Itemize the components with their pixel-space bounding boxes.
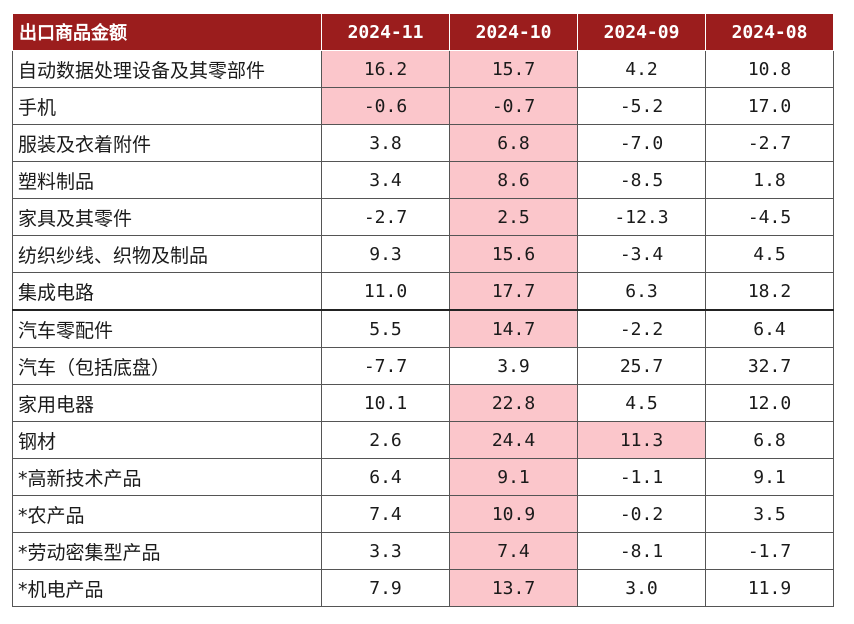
table-row: 汽车（包括底盘） -7.7 3.9 25.7 32.7: [12, 347, 834, 385]
value-cell: -0.2: [577, 495, 706, 533]
value-cell: 3.4: [321, 161, 450, 199]
value-cell: -2.7: [705, 124, 834, 162]
table-row: *劳动密集型产品 3.3 7.4 -8.1 -1.7: [12, 532, 834, 570]
value-cell: 3.8: [321, 124, 450, 162]
row-label: 钢材: [12, 421, 322, 459]
value-cell: 13.7: [449, 569, 578, 607]
row-label: *高新技术产品: [12, 458, 322, 496]
value-cell: -1.7: [705, 532, 834, 570]
column-header: 2024-08: [705, 13, 834, 51]
header-row: 出口商品金额 2024-11 2024-10 2024-09 2024-08: [12, 13, 834, 51]
table-row: 汽车零配件 5.5 14.7 -2.2 6.4: [12, 309, 834, 348]
value-cell: 7.9: [321, 569, 450, 607]
row-label: 塑料制品: [12, 161, 322, 199]
table-row: 集成电路 11.0 17.7 6.3 18.2: [12, 272, 834, 311]
value-cell: 6.4: [321, 458, 450, 496]
table-row: 钢材 2.6 24.4 11.3 6.8: [12, 421, 834, 459]
value-cell: 17.7: [449, 272, 578, 311]
row-label: 服装及衣着附件: [12, 124, 322, 162]
value-cell: 11.9: [705, 569, 834, 607]
value-cell: -0.6: [321, 87, 450, 125]
value-cell: 11.3: [577, 421, 706, 459]
table-row: 纺织纱线、织物及制品 9.3 15.6 -3.4 4.5: [12, 235, 834, 273]
table-body: 自动数据处理设备及其零部件 16.2 15.7 4.2 10.8 手机 -0.6 -0.7 -5…: [12, 50, 834, 607]
value-cell: 1.8: [705, 161, 834, 199]
value-cell: 22.8: [449, 384, 578, 422]
value-cell: 2.6: [321, 421, 450, 459]
value-cell: 24.4: [449, 421, 578, 459]
value-cell: 2.5: [449, 198, 578, 236]
row-label: *机电产品: [12, 569, 322, 607]
table-row: *机电产品 7.9 13.7 3.0 11.9: [12, 569, 834, 607]
row-label: 家用电器: [12, 384, 322, 422]
row-label: 纺织纱线、织物及制品: [12, 235, 322, 273]
value-cell: 25.7: [577, 347, 706, 385]
table-row: 服装及衣着附件 3.8 6.8 -7.0 -2.7: [12, 124, 834, 162]
value-cell: -3.4: [577, 235, 706, 273]
value-cell: -2.2: [577, 309, 706, 348]
value-cell: 10.8: [705, 50, 834, 88]
value-cell: 10.1: [321, 384, 450, 422]
value-cell: 3.0: [577, 569, 706, 607]
value-cell: 11.0: [321, 272, 450, 311]
column-header: 2024-11: [321, 13, 450, 51]
value-cell: 12.0: [705, 384, 834, 422]
value-cell: 4.2: [577, 50, 706, 88]
value-cell: -12.3: [577, 198, 706, 236]
value-cell: 7.4: [449, 532, 578, 570]
header-label: 出口商品金额: [12, 13, 322, 51]
table-row: 家用电器 10.1 22.8 4.5 12.0: [12, 384, 834, 422]
value-cell: 16.2: [321, 50, 450, 88]
value-cell: 9.1: [705, 458, 834, 496]
value-cell: 3.3: [321, 532, 450, 570]
column-header: 2024-09: [577, 13, 706, 51]
value-cell: 6.8: [449, 124, 578, 162]
value-cell: 6.4: [705, 309, 834, 348]
value-cell: 4.5: [705, 235, 834, 273]
value-cell: -4.5: [705, 198, 834, 236]
value-cell: 15.7: [449, 50, 578, 88]
value-cell: -5.2: [577, 87, 706, 125]
row-label: *劳动密集型产品: [12, 532, 322, 570]
value-cell: 14.7: [449, 309, 578, 348]
value-cell: -7.0: [577, 124, 706, 162]
table-row: 自动数据处理设备及其零部件 16.2 15.7 4.2 10.8: [12, 50, 834, 88]
row-label: 汽车（包括底盘）: [12, 347, 322, 385]
value-cell: 10.9: [449, 495, 578, 533]
export-growth-table: 出口商品金额 2024-11 2024-10 2024-09 2024-08 自…: [12, 13, 834, 607]
table-row: *农产品 7.4 10.9 -0.2 3.5: [12, 495, 834, 533]
value-cell: 4.5: [577, 384, 706, 422]
value-cell: -2.7: [321, 198, 450, 236]
value-cell: 32.7: [705, 347, 834, 385]
value-cell: 8.6: [449, 161, 578, 199]
column-header: 2024-10: [449, 13, 578, 51]
value-cell: 3.5: [705, 495, 834, 533]
row-label: 汽车零配件: [12, 309, 322, 348]
table-row: *高新技术产品 6.4 9.1 -1.1 9.1: [12, 458, 834, 496]
value-cell: -8.1: [577, 532, 706, 570]
value-cell: 9.3: [321, 235, 450, 273]
value-cell: -1.1: [577, 458, 706, 496]
value-cell: 7.4: [321, 495, 450, 533]
value-cell: 6.8: [705, 421, 834, 459]
value-cell: -8.5: [577, 161, 706, 199]
value-cell: 9.1: [449, 458, 578, 496]
row-label: 集成电路: [12, 272, 322, 311]
value-cell: 18.2: [705, 272, 834, 311]
table-row: 塑料制品 3.4 8.6 -8.5 1.8: [12, 161, 834, 199]
row-label: 家具及其零件: [12, 198, 322, 236]
table-row: 手机 -0.6 -0.7 -5.2 17.0: [12, 87, 834, 125]
value-cell: 17.0: [705, 87, 834, 125]
value-cell: 15.6: [449, 235, 578, 273]
value-cell: 6.3: [577, 272, 706, 311]
row-label: 手机: [12, 87, 322, 125]
value-cell: -7.7: [321, 347, 450, 385]
table-row: 家具及其零件 -2.7 2.5 -12.3 -4.5: [12, 198, 834, 236]
value-cell: 5.5: [321, 309, 450, 348]
row-label: 自动数据处理设备及其零部件: [12, 50, 322, 88]
value-cell: 3.9: [449, 347, 578, 385]
row-label: *农产品: [12, 495, 322, 533]
value-cell: -0.7: [449, 87, 578, 125]
